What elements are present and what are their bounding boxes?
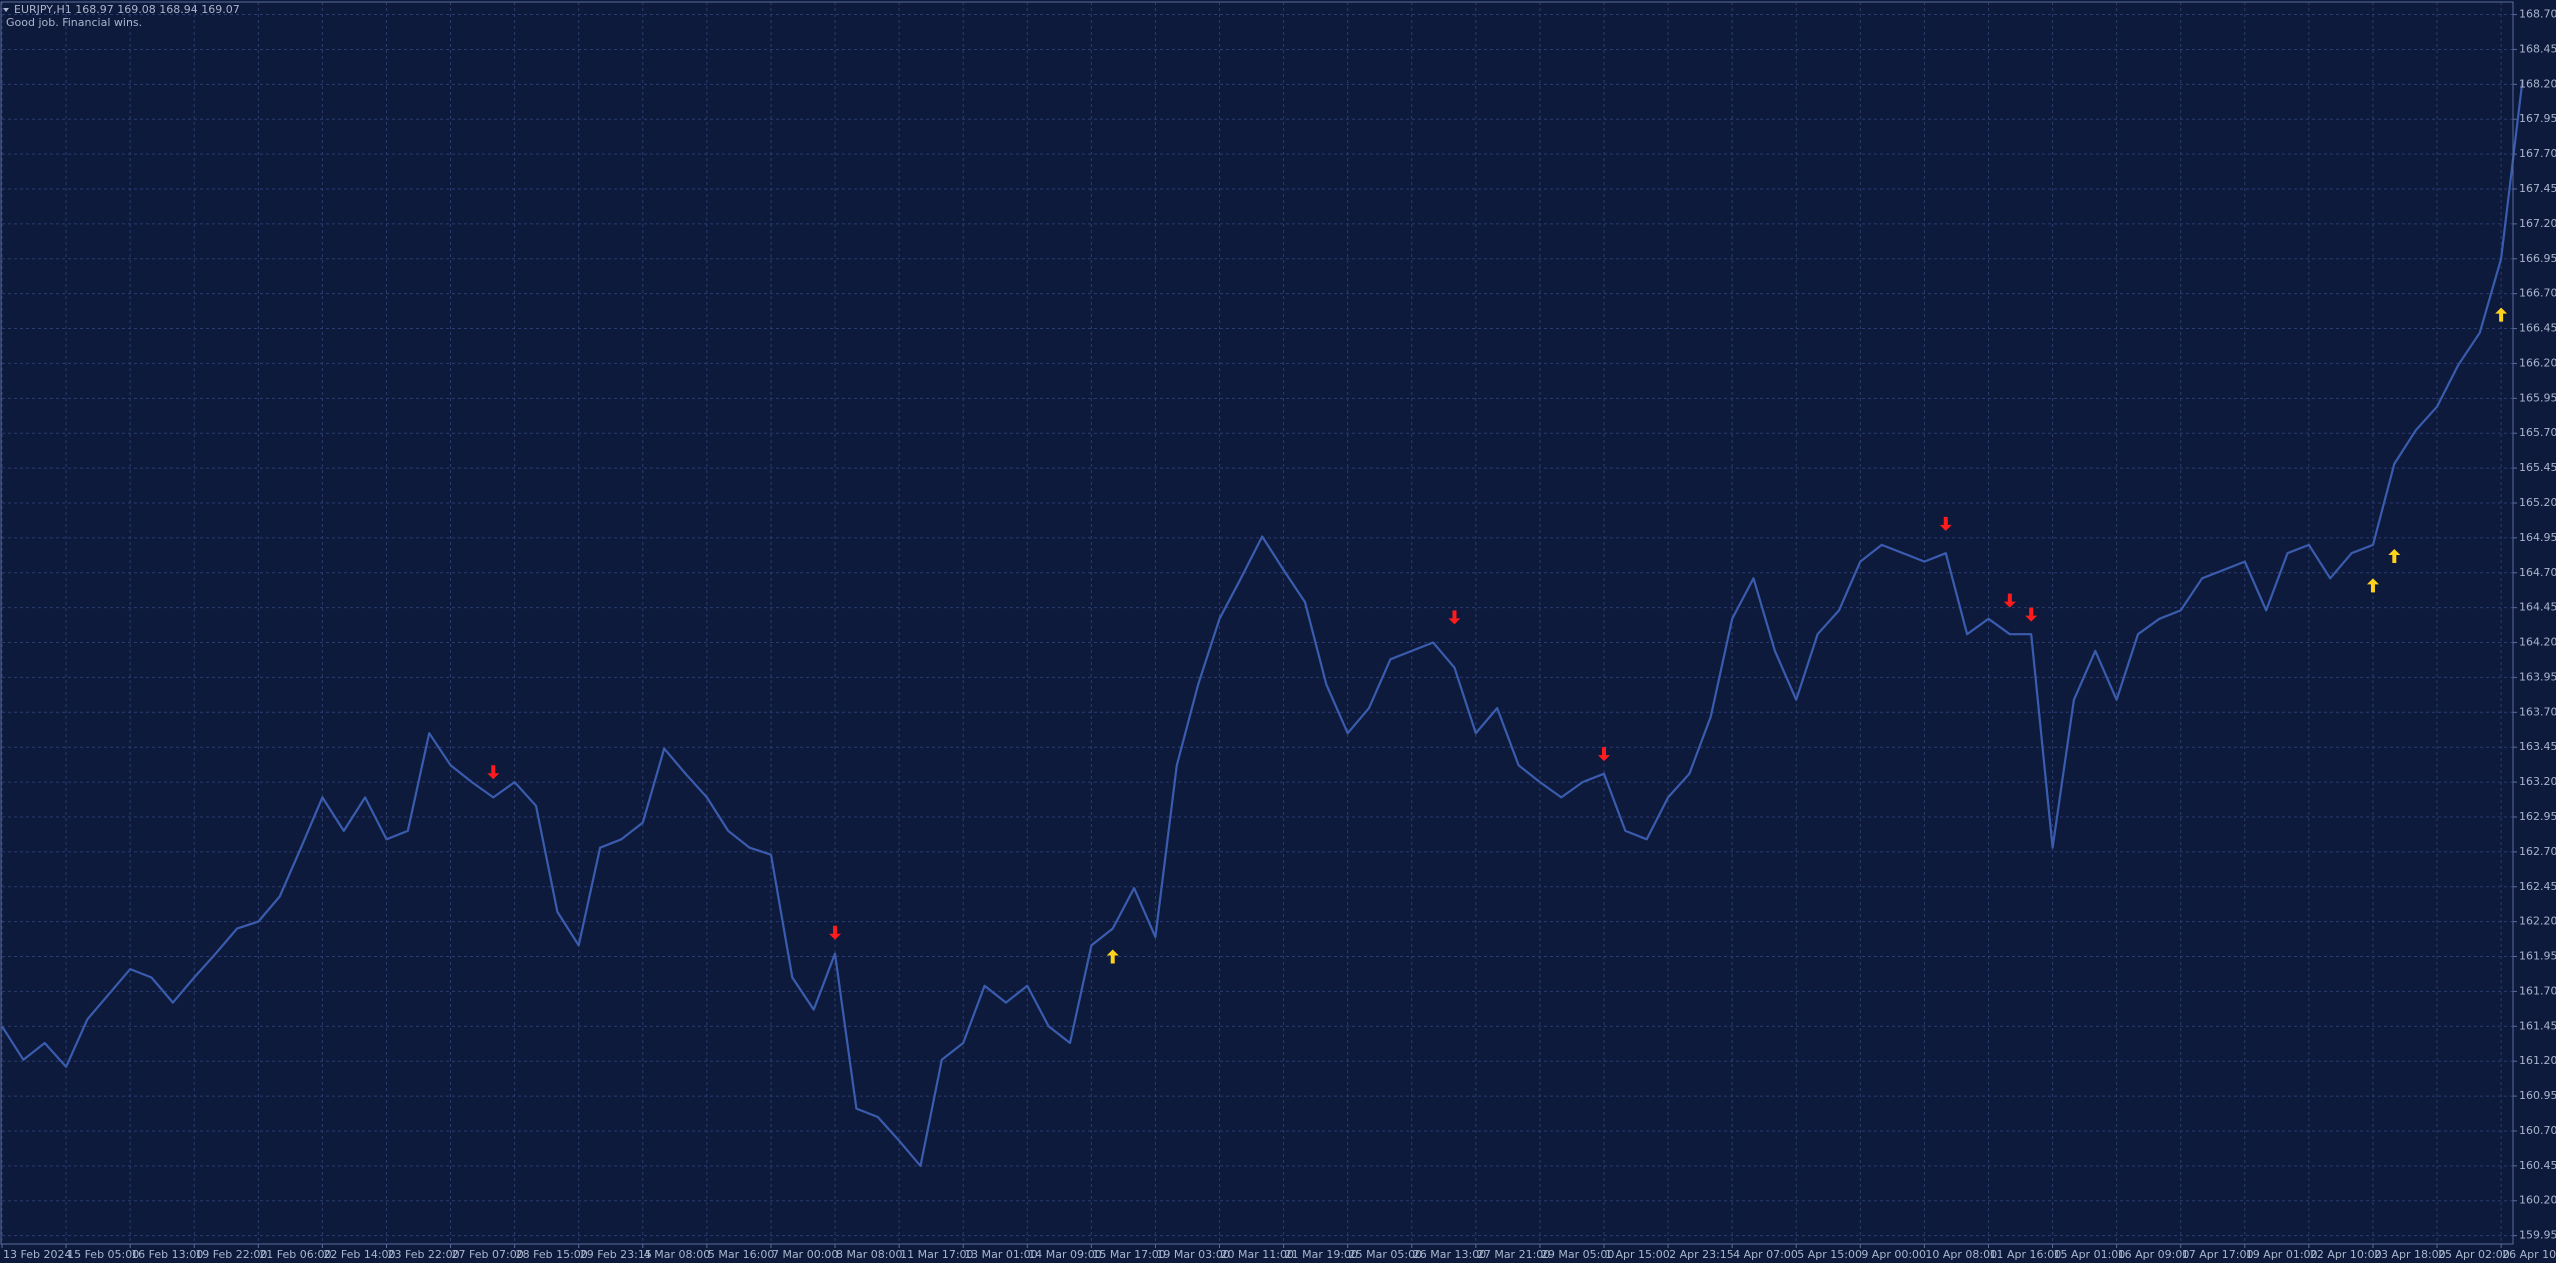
sell-arrow — [1448, 610, 1461, 625]
x-tick-label: 9 Apr 00:00 — [1861, 1248, 1926, 1261]
x-tick-label: 11 Mar 17:00 — [900, 1248, 973, 1261]
buy-arrow — [2388, 549, 2401, 564]
y-tick-label: 160.20 — [2519, 1194, 2556, 1207]
buy-arrow — [1106, 949, 1119, 964]
x-tick-label: 5 Mar 16:00 — [708, 1248, 774, 1261]
x-tick-label: 22 Feb 14:00 — [323, 1248, 395, 1261]
y-tick-label: 162.95 — [2519, 810, 2556, 823]
x-tick-label: 16 Feb 13:00 — [131, 1248, 203, 1261]
x-tick-label: 15 Apr 01:00 — [2054, 1248, 2126, 1261]
sell-arrow — [2003, 593, 2016, 608]
y-tick-label: 164.45 — [2519, 601, 2556, 614]
y-tick-label: 163.95 — [2519, 670, 2556, 683]
y-tick-label: 164.70 — [2519, 566, 2556, 579]
axes: 159.95 160.20 160.45 160.70 160.95 161.20 161.… — [1, 8, 2556, 1261]
y-tick-label: 167.20 — [2519, 217, 2556, 230]
x-tick-label: 25 Mar 05:00 — [1349, 1248, 1422, 1261]
x-tick-label: 20 Mar 11:00 — [1221, 1248, 1294, 1261]
x-tick-label: 26 Mar 13:00 — [1413, 1248, 1486, 1261]
x-tick-label: 19 Mar 03:00 — [1156, 1248, 1229, 1261]
x-tick-label: 21 Feb 06:00 — [259, 1248, 331, 1261]
collapse-icon[interactable] — [3, 8, 9, 12]
x-tick-label: 17 Apr 17:00 — [2182, 1248, 2254, 1261]
sell-arrow — [1598, 747, 1610, 762]
y-tick-label: 161.20 — [2519, 1054, 2556, 1067]
sell-arrow — [829, 925, 842, 940]
x-tick-label: 13 Feb 2024 — [3, 1248, 71, 1261]
y-tick-label: 164.20 — [2519, 636, 2556, 649]
y-tick-label: 168.45 — [2519, 42, 2556, 55]
y-tick-label: 162.70 — [2519, 845, 2556, 858]
x-tick-label: 19 Apr 01:00 — [2246, 1248, 2318, 1261]
y-tick-label: 163.70 — [2519, 705, 2556, 718]
x-tick-label: 1 Apr 15:00 — [1605, 1248, 1670, 1261]
sell-arrow — [1939, 516, 1952, 531]
x-tick-label: 4 Apr 07:00 — [1733, 1248, 1798, 1261]
y-tick-label: 166.20 — [2519, 356, 2556, 369]
y-tick-label: 166.45 — [2519, 322, 2556, 335]
x-tick-label: 13 Mar 01:00 — [964, 1248, 1037, 1261]
x-tick-label: 25 Apr 02:00 — [2438, 1248, 2510, 1261]
y-tick-label: 165.95 — [2519, 391, 2556, 404]
y-tick-label: 161.70 — [2519, 984, 2556, 997]
x-tick-label: 21 Mar 19:00 — [1285, 1248, 1358, 1261]
x-tick-label: 4 Mar 08:00 — [644, 1248, 710, 1261]
y-tick-label: 160.45 — [2519, 1159, 2556, 1172]
y-tick-label: 167.95 — [2519, 112, 2556, 125]
x-tick-label: 10 Apr 08:00 — [1925, 1248, 1997, 1261]
y-tick-label: 161.95 — [2519, 950, 2556, 963]
y-tick-label: 166.95 — [2519, 252, 2556, 265]
x-tick-label: 19 Feb 22:00 — [195, 1248, 267, 1261]
chart-title: EURJPY,H1 168.97 169.08 168.94 169.07 — [14, 3, 240, 16]
buy-arrow — [2495, 307, 2508, 322]
x-tick-label: 23 Feb 22:00 — [387, 1248, 459, 1261]
x-tick-label: 26 Apr 10:00 — [2502, 1248, 2556, 1261]
y-tick-label: 160.70 — [2519, 1124, 2556, 1137]
y-tick-label: 168.20 — [2519, 77, 2556, 90]
x-tick-label: 16 Apr 09:00 — [2118, 1248, 2190, 1261]
y-tick-label: 168.70 — [2519, 8, 2556, 21]
y-tick-label: 163.45 — [2519, 740, 2556, 753]
y-tick-label: 160.95 — [2519, 1089, 2556, 1102]
x-tick-label: 14 Mar 09:00 — [1028, 1248, 1101, 1261]
y-tick-label: 165.45 — [2519, 461, 2556, 474]
y-tick-label: 159.95 — [2519, 1229, 2556, 1242]
y-tick-label: 163.20 — [2519, 775, 2556, 788]
grid — [1, 2, 2513, 1244]
price-line — [1, 79, 2524, 1167]
y-tick-label: 162.20 — [2519, 915, 2556, 928]
x-tick-label: 15 Mar 17:00 — [1092, 1248, 1165, 1261]
x-tick-label: 27 Feb 07:00 — [452, 1248, 524, 1261]
plot — [1, 79, 2524, 1167]
y-tick-label: 161.45 — [2519, 1019, 2556, 1032]
x-tick-label: 8 Mar 08:00 — [836, 1248, 902, 1261]
x-tick-label: 28 Feb 15:00 — [516, 1248, 588, 1261]
y-tick-label: 162.45 — [2519, 880, 2556, 893]
x-tick-label: 23 Apr 18:00 — [2374, 1248, 2446, 1261]
chart-subtitle: Good job. Financial wins. — [6, 16, 142, 29]
sell-arrow — [2025, 607, 2038, 622]
x-tick-label: 27 Mar 21:00 — [1477, 1248, 1550, 1261]
plot-frame — [0, 1, 2514, 1245]
y-tick-label: 165.20 — [2519, 496, 2556, 509]
y-tick-label: 167.70 — [2519, 147, 2556, 160]
x-tick-label: 11 Apr 16:00 — [1989, 1248, 2061, 1261]
x-tick-label: 22 Apr 10:00 — [2310, 1248, 2382, 1261]
x-tick-label: 15 Feb 05:00 — [67, 1248, 139, 1261]
buy-arrow — [2366, 578, 2379, 593]
x-tick-label: 29 Feb 23:15 — [580, 1248, 652, 1261]
x-tick-label: 29 Mar 05:00 — [1541, 1248, 1614, 1261]
x-tick-label: 2 Apr 23:15 — [1669, 1248, 1734, 1261]
sell-arrow — [487, 765, 500, 780]
y-tick-label: 166.70 — [2519, 287, 2556, 300]
x-tick-label: 7 Mar 00:00 — [772, 1248, 838, 1261]
x-tick-label: 5 Apr 15:00 — [1797, 1248, 1862, 1261]
y-tick-label: 165.70 — [2519, 426, 2556, 439]
y-tick-label: 167.45 — [2519, 182, 2556, 195]
y-tick-label: 164.95 — [2519, 531, 2556, 544]
